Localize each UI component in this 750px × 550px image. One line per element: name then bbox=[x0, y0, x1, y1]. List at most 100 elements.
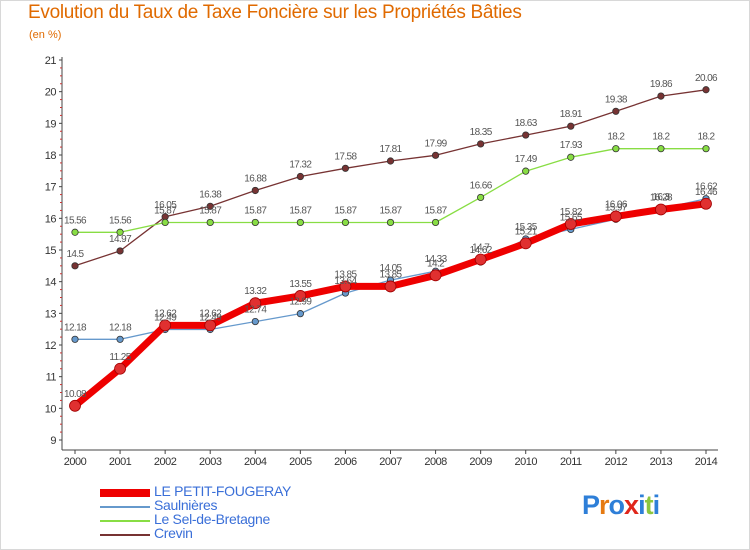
data-point-le-sel-de-bretagne bbox=[612, 145, 620, 153]
data-label-crevin: 17.81 bbox=[379, 144, 402, 155]
data-label-crevin: 17.99 bbox=[425, 138, 448, 149]
data-point-crevin bbox=[702, 86, 710, 94]
legend-swatch bbox=[100, 489, 150, 497]
data-point-le-petit-fougeray bbox=[474, 253, 487, 266]
x-tick-label: 2004 bbox=[244, 456, 267, 468]
data-point-crevin bbox=[206, 202, 214, 210]
x-tick-label: 2009 bbox=[469, 456, 492, 468]
data-label-crevin: 17.58 bbox=[334, 151, 357, 162]
data-point-le-sel-de-bretagne bbox=[702, 145, 710, 153]
data-label-crevin: 18.91 bbox=[560, 109, 583, 120]
data-point-le-sel-de-bretagne bbox=[206, 218, 214, 227]
data-point-le-sel-de-bretagne bbox=[296, 218, 304, 227]
x-tick-label: 2010 bbox=[514, 456, 537, 468]
data-label-le-petit-fougeray: 13.85 bbox=[334, 269, 357, 280]
y-tick-label: 18 bbox=[45, 150, 57, 162]
data-label-le-petit-fougeray: 15.82 bbox=[560, 207, 583, 218]
data-label-le-petit-fougeray: 13.85 bbox=[379, 269, 402, 280]
data-point-crevin bbox=[657, 92, 665, 100]
y-tick-label: 21 bbox=[45, 55, 57, 67]
data-point-saulnieres bbox=[296, 310, 304, 318]
data-label-saulnieres: 12.18 bbox=[109, 322, 132, 333]
data-point-le-petit-fougeray bbox=[384, 280, 397, 293]
data-label-crevin: 19.38 bbox=[605, 94, 628, 105]
y-tick-label: 12 bbox=[45, 340, 57, 352]
x-tick-label: 2001 bbox=[109, 456, 132, 468]
legend-label: LE PETIT-FOUGERAY bbox=[154, 483, 291, 499]
line-chart: 9 10 11 12 13 14 15 16 17 18 19 20 21 2000 2001 2002 200… bbox=[45, 55, 719, 468]
data-label-saulnieres: 13.64 bbox=[334, 276, 357, 287]
data-label-le-petit-fougeray: 11.25 bbox=[109, 352, 131, 363]
data-label-le-petit-fougeray: 14.7 bbox=[472, 243, 490, 254]
data-point-le-petit-fougeray bbox=[655, 203, 667, 216]
data-label-le-sel-de-bretagne: 15.87 bbox=[244, 205, 267, 216]
data-point-crevin bbox=[116, 247, 124, 255]
data-point-le-petit-fougeray bbox=[294, 290, 307, 302]
data-point-le-petit-fougeray bbox=[204, 319, 217, 332]
data-label-saulnieres: 16.62 bbox=[695, 182, 718, 193]
data-point-crevin bbox=[522, 131, 530, 139]
data-label-le-sel-de-bretagne: 15.56 bbox=[109, 215, 132, 226]
data-label-saulnieres: 14.05 bbox=[379, 263, 402, 274]
data-label-le-petit-fougeray: 16.46 bbox=[695, 187, 718, 198]
data-label-le-sel-de-bretagne: 17.49 bbox=[515, 154, 538, 165]
data-label-crevin: 20.06 bbox=[695, 73, 718, 84]
data-point-le-petit-fougeray bbox=[519, 237, 532, 250]
x-tick-label: 2012 bbox=[605, 456, 628, 468]
y-tick-label: 16 bbox=[45, 213, 57, 225]
data-label-saulnieres: 14.62 bbox=[470, 245, 493, 256]
data-label-le-sel-de-bretagne: 15.87 bbox=[154, 205, 177, 216]
data-label-crevin: 18.63 bbox=[515, 118, 538, 129]
data-label-saulnieres: 12.49 bbox=[199, 312, 222, 323]
data-label-le-petit-fougeray: 15.21 bbox=[515, 226, 538, 237]
data-point-le-sel-de-bretagne bbox=[567, 153, 575, 161]
y-tick-label: 20 bbox=[45, 87, 57, 99]
data-point-le-sel-de-bretagne bbox=[477, 193, 485, 202]
data-label-crevin: 14.97 bbox=[109, 234, 132, 245]
proxiti-logo: Proxiti bbox=[582, 490, 660, 520]
legend-label: Le Sel-de-Bretagne bbox=[154, 511, 271, 527]
data-label-le-petit-fougeray: 16.28 bbox=[650, 192, 673, 203]
data-label-saulnieres: 12.18 bbox=[64, 322, 87, 333]
data-point-le-petit-fougeray bbox=[69, 399, 81, 412]
data-point-le-petit-fougeray bbox=[609, 210, 622, 223]
data-point-le-sel-de-bretagne bbox=[657, 145, 665, 153]
legend-label: Crevin bbox=[154, 525, 193, 541]
data-label-le-petit-fougeray: 12.62 bbox=[199, 308, 222, 319]
series-layer bbox=[69, 86, 712, 412]
data-label-le-petit-fougeray: 16.06 bbox=[605, 199, 628, 210]
data-point-le-petit-fougeray bbox=[114, 362, 126, 375]
data-point-le-sel-de-bretagne bbox=[431, 218, 440, 227]
y-tick-label: 14 bbox=[45, 277, 57, 289]
data-label-le-sel-de-bretagne: 18.2 bbox=[652, 132, 670, 143]
data-point-saulnieres bbox=[71, 335, 79, 343]
data-label-le-sel-de-bretagne: 16.66 bbox=[470, 180, 493, 191]
data-point-le-petit-fougeray bbox=[564, 218, 577, 230]
legend-label: Saulnières bbox=[154, 497, 218, 513]
y-tick-label: 13 bbox=[45, 308, 57, 320]
axes: 9 10 11 12 13 14 15 16 17 18 19 20 21 2000 2001 2002 200… bbox=[45, 55, 718, 468]
data-label-saulnieres: 14.33 bbox=[425, 254, 448, 265]
legend-swatch bbox=[100, 534, 150, 536]
data-label-le-sel-de-bretagne: 15.56 bbox=[64, 215, 87, 226]
data-label-crevin: 14.5 bbox=[66, 249, 84, 260]
data-point-crevin bbox=[296, 172, 304, 181]
data-point-le-sel-de-bretagne bbox=[522, 167, 530, 175]
data-point-le-sel-de-bretagne bbox=[341, 218, 350, 227]
y-tick-label: 11 bbox=[46, 372, 57, 384]
data-label-le-sel-de-bretagne: 15.87 bbox=[199, 205, 222, 216]
data-point-le-sel-de-bretagne bbox=[116, 228, 124, 236]
data-point-crevin bbox=[341, 164, 350, 172]
data-label-le-sel-de-bretagne: 18.2 bbox=[607, 132, 625, 143]
data-label-le-sel-de-bretagne: 15.87 bbox=[334, 205, 357, 216]
data-label-le-sel-de-bretagne: 18.2 bbox=[697, 132, 715, 143]
legend-swatch bbox=[100, 520, 150, 522]
x-tick-label: 2005 bbox=[289, 456, 312, 468]
data-label-le-petit-fougeray: 13.32 bbox=[244, 286, 267, 297]
data-label-saulnieres: 15.35 bbox=[515, 222, 538, 233]
data-label-crevin: 16.88 bbox=[244, 173, 267, 184]
x-tick-label: 2002 bbox=[154, 456, 177, 468]
x-tick-label: 2014 bbox=[695, 456, 718, 468]
data-point-crevin bbox=[477, 140, 485, 148]
y-tick-label: 9 bbox=[50, 435, 56, 447]
